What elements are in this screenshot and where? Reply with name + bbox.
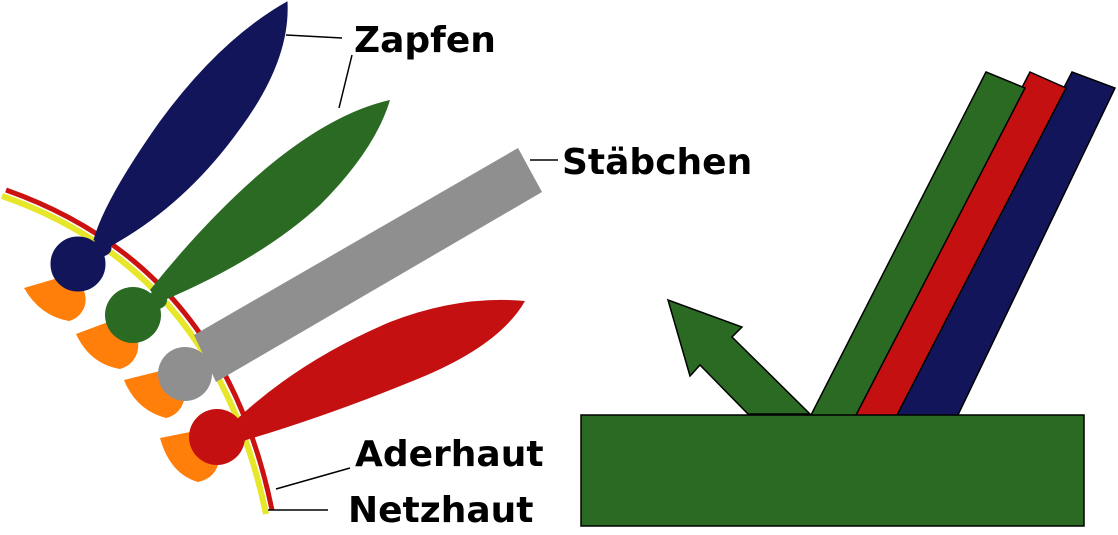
green-cone-neck — [147, 291, 167, 309]
green-cone-outer-segment — [150, 100, 390, 302]
netzhaut-layer — [1, 193, 269, 515]
zapfen-label: Zapfen — [354, 20, 496, 61]
red-cone-outer-segment — [236, 299, 525, 440]
staebchen-label: Stäbchen — [562, 142, 752, 183]
blue-cone-neck — [90, 239, 112, 257]
reflection-illustration — [580, 71, 1117, 527]
red-cone — [189, 299, 525, 465]
zapfen-leader-green — [338, 54, 353, 109]
reflecting-surface — [580, 414, 1085, 527]
green-cone-body — [105, 287, 161, 343]
reflected-arrow — [666, 298, 812, 415]
retina-section: Zapfen Stäbchen Aderhaut Netzhaut — [1, 1, 752, 531]
zapfen-leader-blue — [285, 34, 343, 39]
green-cone — [105, 100, 390, 343]
aderhaut-leader — [275, 467, 351, 490]
red-cone-neck — [233, 423, 251, 441]
aderhaut-label: Aderhaut — [355, 434, 544, 475]
blue-cone — [50, 1, 288, 292]
blue-cone-outer-segment — [93, 1, 288, 247]
aderhaut-layer — [5, 187, 275, 511]
rod — [158, 148, 542, 401]
netzhaut-label: Netzhaut — [348, 490, 533, 531]
leader-lines — [268, 34, 558, 511]
red-cone-body — [189, 409, 245, 465]
rod-outer-segment — [194, 148, 542, 382]
rod-body — [158, 347, 212, 401]
